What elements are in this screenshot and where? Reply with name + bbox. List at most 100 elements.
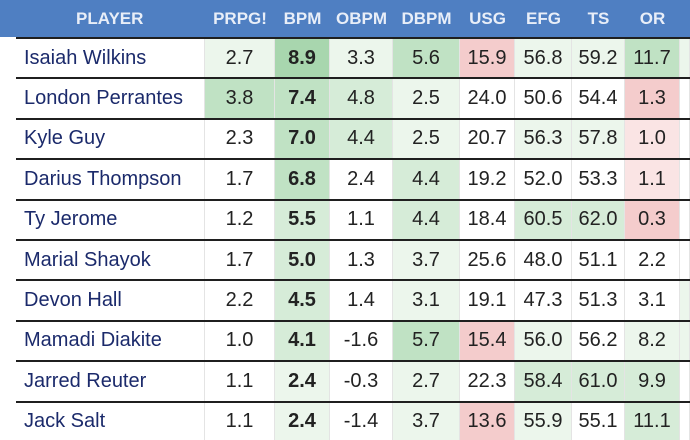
stat-cell: 1.7 bbox=[205, 241, 275, 280]
stat-cell: 1.3 bbox=[625, 79, 680, 118]
stat-cell: 3.7 bbox=[393, 241, 460, 280]
cut-off-cell bbox=[680, 241, 690, 280]
stat-cell: 48.0 bbox=[515, 241, 572, 280]
cut-off-cell bbox=[680, 402, 690, 440]
stat-cell: -0.3 bbox=[330, 362, 393, 401]
stat-cell: 1.2 bbox=[205, 200, 275, 239]
stat-cell: -1.4 bbox=[330, 402, 393, 440]
stat-cell: 7.0 bbox=[275, 119, 330, 159]
player-name: Marial Shayok bbox=[16, 241, 205, 280]
row-divider bbox=[16, 37, 690, 39]
stat-cell: 0.3 bbox=[625, 200, 680, 239]
stat-cell: 22.3 bbox=[460, 362, 515, 401]
stat-cell: 11.7 bbox=[625, 39, 680, 78]
row-divider bbox=[16, 198, 690, 201]
stat-cell: 2.5 bbox=[393, 119, 460, 159]
stat-cell: 18.4 bbox=[460, 200, 515, 239]
player-name: Jack Salt bbox=[16, 402, 205, 440]
stat-cell: 3.7 bbox=[393, 402, 460, 440]
column-header: OR bbox=[639, 8, 666, 28]
stat-cell: 1.1 bbox=[625, 160, 680, 199]
row-divider bbox=[16, 158, 690, 161]
stat-cell: 56.3 bbox=[515, 119, 572, 159]
stat-cell: 15.9 bbox=[460, 39, 515, 78]
row-divider bbox=[16, 77, 690, 80]
row-divider bbox=[16, 239, 690, 241]
stat-cell: 2.5 bbox=[393, 79, 460, 118]
stat-cell: 55.1 bbox=[572, 402, 625, 440]
stat-cell: -1.6 bbox=[330, 321, 393, 361]
cut-off-cell bbox=[680, 79, 690, 118]
stat-cell: 2.3 bbox=[205, 119, 275, 159]
stat-cell: 5.0 bbox=[275, 241, 330, 280]
row-divider bbox=[16, 360, 690, 363]
player-name: Kyle Guy bbox=[16, 119, 205, 159]
stat-cell: 47.3 bbox=[515, 281, 572, 320]
column-header: TS bbox=[587, 8, 610, 28]
stat-cell: 1.3 bbox=[330, 241, 393, 280]
cut-off-cell bbox=[680, 39, 690, 78]
stat-cell: 8.9 bbox=[275, 39, 330, 78]
column-header: OBPM bbox=[336, 8, 387, 28]
stat-cell: 1.1 bbox=[205, 402, 275, 440]
cut-off-cell bbox=[680, 119, 690, 159]
stat-cell: 20.7 bbox=[460, 119, 515, 159]
column-header: USG bbox=[469, 8, 506, 28]
stat-cell: 5.6 bbox=[393, 39, 460, 78]
player-name: Darius Thompson bbox=[16, 160, 205, 199]
stat-cell: 7.4 bbox=[275, 79, 330, 118]
player-name: Isaiah Wilkins bbox=[16, 39, 205, 78]
stat-cell: 5.7 bbox=[393, 321, 460, 361]
cut-off-cell bbox=[680, 321, 690, 361]
stat-cell: 4.4 bbox=[393, 200, 460, 239]
stat-cell: 56.8 bbox=[515, 39, 572, 78]
stat-cell: 3.8 bbox=[205, 79, 275, 118]
stat-cell: 51.3 bbox=[572, 281, 625, 320]
stat-cell: 4.1 bbox=[275, 321, 330, 361]
stat-cell: 4.4 bbox=[393, 160, 460, 199]
stat-cell: 1.7 bbox=[205, 160, 275, 199]
stat-cell: 2.2 bbox=[205, 281, 275, 320]
stat-cell: 4.5 bbox=[275, 281, 330, 320]
stat-cell: 54.4 bbox=[572, 79, 625, 118]
stat-cell: 57.8 bbox=[572, 119, 625, 159]
column-header: DBPM bbox=[401, 8, 452, 28]
player-name: Jarred Reuter bbox=[16, 362, 205, 401]
stat-cell: 11.1 bbox=[625, 402, 680, 440]
stat-cell: 13.6 bbox=[460, 402, 515, 440]
player-name: Ty Jerome bbox=[16, 200, 205, 239]
column-header: EFG bbox=[526, 8, 561, 28]
stat-cell: 15.4 bbox=[460, 321, 515, 361]
stat-cell: 19.2 bbox=[460, 160, 515, 199]
column-header: PLAYER bbox=[76, 8, 144, 28]
stat-cell: 2.2 bbox=[625, 241, 680, 280]
stat-cell: 1.0 bbox=[625, 119, 680, 159]
stat-cell: 52.0 bbox=[515, 160, 572, 199]
stat-cell: 3.1 bbox=[625, 281, 680, 320]
row-divider bbox=[16, 319, 690, 322]
stat-cell: 5.5 bbox=[275, 200, 330, 239]
stat-cell: 1.1 bbox=[330, 200, 393, 239]
stat-cell: 51.1 bbox=[572, 241, 625, 280]
stat-cell: 8.2 bbox=[625, 321, 680, 361]
stat-cell: 2.4 bbox=[275, 362, 330, 401]
cut-off-cell bbox=[680, 281, 690, 320]
row-divider bbox=[16, 279, 690, 282]
stat-cell: 60.5 bbox=[515, 200, 572, 239]
row-divider bbox=[16, 117, 690, 120]
column-header: BPM bbox=[283, 8, 322, 28]
stat-cell: 2.4 bbox=[275, 402, 330, 440]
stat-cell: 1.4 bbox=[330, 281, 393, 320]
stat-cell: 3.3 bbox=[330, 39, 393, 78]
stat-cell: 62.0 bbox=[572, 200, 625, 239]
cut-off-cell bbox=[680, 362, 690, 401]
stat-cell: 1.1 bbox=[205, 362, 275, 401]
stat-cell: 3.1 bbox=[393, 281, 460, 320]
cut-off-cell bbox=[680, 200, 690, 239]
stat-cell: 25.6 bbox=[460, 241, 515, 280]
player-name: Mamadi Diakite bbox=[16, 321, 205, 361]
stat-cell: 24.0 bbox=[460, 79, 515, 118]
stat-cell: 2.4 bbox=[330, 160, 393, 199]
stat-cell: 61.0 bbox=[572, 362, 625, 401]
